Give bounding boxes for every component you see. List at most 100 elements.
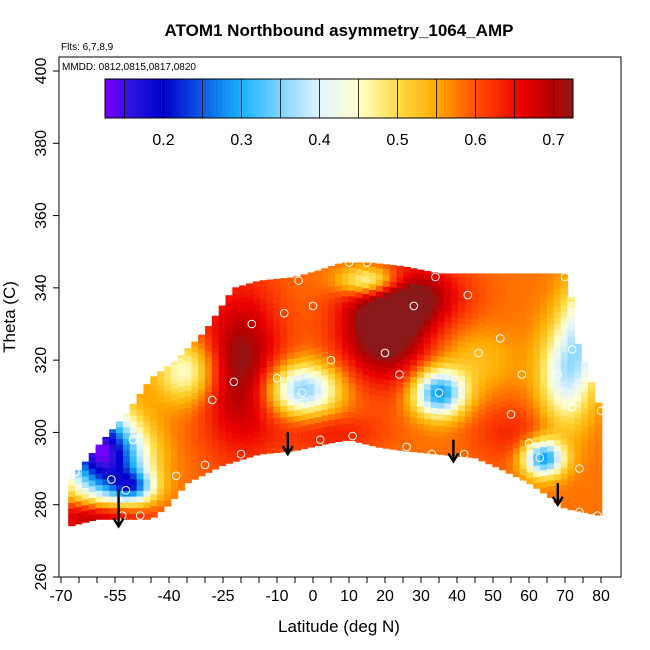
heatmap-cell	[403, 393, 411, 400]
heatmap-cell	[280, 283, 288, 291]
heatmap-cell	[499, 278, 507, 286]
heatmap-cell	[163, 500, 172, 507]
heatmap-cell	[246, 306, 254, 314]
heatmap-cell	[451, 415, 459, 422]
heatmap-cell	[328, 431, 336, 438]
heatmap-cell	[163, 390, 172, 397]
sample-point	[272, 373, 282, 383]
heatmap-cell	[334, 325, 343, 333]
heatmap-cell	[252, 281, 261, 283]
heatmap-cell	[505, 392, 514, 399]
heatmap-cell	[512, 407, 521, 414]
heatmap-cell	[417, 394, 425, 401]
heatmap-cell	[355, 320, 363, 328]
heatmap-cell	[307, 383, 316, 390]
heatmap-cell	[341, 266, 350, 274]
colorbar-swatch	[463, 79, 469, 118]
heatmap-cell	[499, 313, 507, 320]
heatmap-cell	[458, 317, 466, 324]
y-tick-label: 400	[33, 58, 50, 85]
heatmap-cell	[478, 339, 487, 346]
heatmap-cell	[464, 422, 473, 429]
heatmap-cell	[157, 505, 165, 513]
x-tick-label: 50	[484, 588, 502, 605]
heatmap-cell	[437, 303, 445, 311]
heatmap-cell	[389, 292, 398, 300]
heatmap-cell	[526, 362, 534, 369]
heatmap-cell	[334, 435, 343, 443]
heatmap-cell	[547, 323, 555, 331]
heatmap-cell	[136, 461, 145, 468]
heatmap-cell	[485, 394, 493, 401]
heatmap-cell	[547, 277, 555, 284]
heatmap-cell	[328, 361, 336, 368]
heatmap-cell	[485, 295, 493, 303]
heatmap-cell	[232, 426, 240, 433]
heatmap-cell	[177, 397, 186, 405]
sample-point	[297, 388, 307, 397]
heatmap-cell	[410, 382, 418, 389]
heatmap-cell	[314, 312, 322, 319]
heatmap-cell	[362, 305, 370, 312]
heatmap-cell	[526, 472, 534, 479]
heatmap-cell	[471, 405, 480, 413]
heatmap-cell	[170, 400, 179, 407]
heatmap-cell	[122, 507, 131, 514]
heatmap-cell	[376, 348, 384, 356]
heatmap-cell	[150, 499, 158, 507]
heatmap-cell	[273, 365, 281, 372]
heatmap-cell	[369, 393, 377, 400]
heatmap-cell	[492, 437, 500, 445]
heatmap-cell	[451, 357, 459, 364]
heatmap-cell	[560, 432, 569, 439]
heatmap-cell	[136, 513, 145, 520]
heatmap-cell	[232, 339, 240, 347]
heatmap-cell	[293, 345, 302, 353]
heatmap-cell	[157, 378, 165, 385]
heatmap-cell	[314, 306, 322, 313]
heatmap-cell	[150, 505, 158, 512]
colorbar-swatch	[198, 79, 203, 118]
heatmap-cell	[362, 420, 370, 428]
heatmap-cell	[382, 384, 391, 391]
heatmap-cell	[300, 436, 309, 444]
heatmap-cell	[560, 409, 569, 416]
heatmap-cell	[205, 362, 213, 369]
heatmap-cell	[362, 339, 370, 347]
heatmap-cell	[116, 461, 124, 468]
heatmap-cell	[300, 379, 309, 386]
heatmap-cell	[560, 316, 569, 324]
heatmap-cell	[369, 289, 377, 296]
heatmap-cell	[198, 336, 206, 344]
heatmap-cell	[252, 402, 261, 410]
heatmap-cell	[280, 335, 288, 343]
heatmap-cell	[362, 351, 370, 358]
heatmap-cell	[471, 452, 480, 459]
heatmap-cell	[177, 484, 186, 491]
heatmap-cell	[594, 474, 603, 481]
heatmap-cell	[382, 349, 391, 357]
sample-point	[567, 345, 577, 354]
heatmap-cell	[334, 406, 343, 414]
heatmap-cell	[526, 466, 534, 473]
heatmap-cell	[417, 278, 425, 286]
heatmap-cell	[519, 295, 528, 302]
heatmap-cell	[143, 467, 151, 474]
heatmap-cell	[170, 423, 179, 430]
heatmap-cell	[471, 371, 480, 378]
sample-point	[135, 511, 145, 520]
heatmap-cell	[328, 384, 336, 392]
heatmap-cell	[485, 278, 493, 286]
heatmap-cell	[191, 369, 199, 376]
heatmap-cell	[444, 443, 452, 450]
heatmap-cell	[252, 333, 261, 340]
heatmap-cell	[376, 383, 384, 390]
heatmap-cell	[307, 354, 316, 361]
heatmap-cell	[157, 453, 165, 461]
heatmap-cell	[451, 351, 459, 358]
heatmap-cell	[211, 347, 220, 354]
heatmap-cell	[252, 298, 261, 306]
heatmap-cell	[191, 357, 199, 365]
heatmap-cell	[355, 366, 363, 374]
heatmap-cell	[246, 347, 254, 354]
